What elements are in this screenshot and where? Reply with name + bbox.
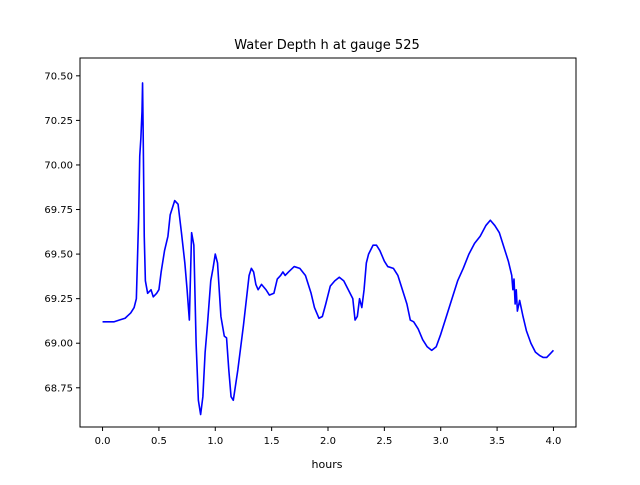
x-axis-label: hours bbox=[312, 458, 343, 471]
chart-title: Water Depth h at gauge 525 bbox=[234, 38, 420, 53]
y-tick-label: 69.75 bbox=[44, 205, 73, 216]
y-tick-label: 69.00 bbox=[44, 339, 73, 350]
x-tick-label: 2.0 bbox=[320, 436, 336, 447]
x-tick-label: 4.0 bbox=[546, 436, 562, 447]
x-tick-label: 1.5 bbox=[264, 436, 280, 447]
x-tick-label: 3.5 bbox=[489, 436, 505, 447]
y-tick-label: 68.75 bbox=[44, 383, 73, 394]
y-tick-label: 70.50 bbox=[44, 71, 73, 82]
x-tick-label: 2.5 bbox=[376, 436, 392, 447]
x-tick-label: 0.0 bbox=[95, 436, 111, 447]
y-tick-label: 70.25 bbox=[44, 116, 73, 127]
y-tick-label: 69.25 bbox=[44, 294, 73, 305]
series-line-0 bbox=[102, 82, 555, 416]
x-tick-label: 0.5 bbox=[151, 436, 167, 447]
y-tick-label: 70.00 bbox=[44, 160, 73, 171]
x-tick-label: 3.0 bbox=[433, 436, 449, 447]
x-tick-label: 1.0 bbox=[207, 436, 223, 447]
y-tick-label: 69.50 bbox=[44, 250, 73, 261]
plot-area: 0.0 0.5 1.0 1.5 2.0 2.5 3.0 3.5 4.0 68.75 69.00 69.… bbox=[44, 57, 577, 447]
